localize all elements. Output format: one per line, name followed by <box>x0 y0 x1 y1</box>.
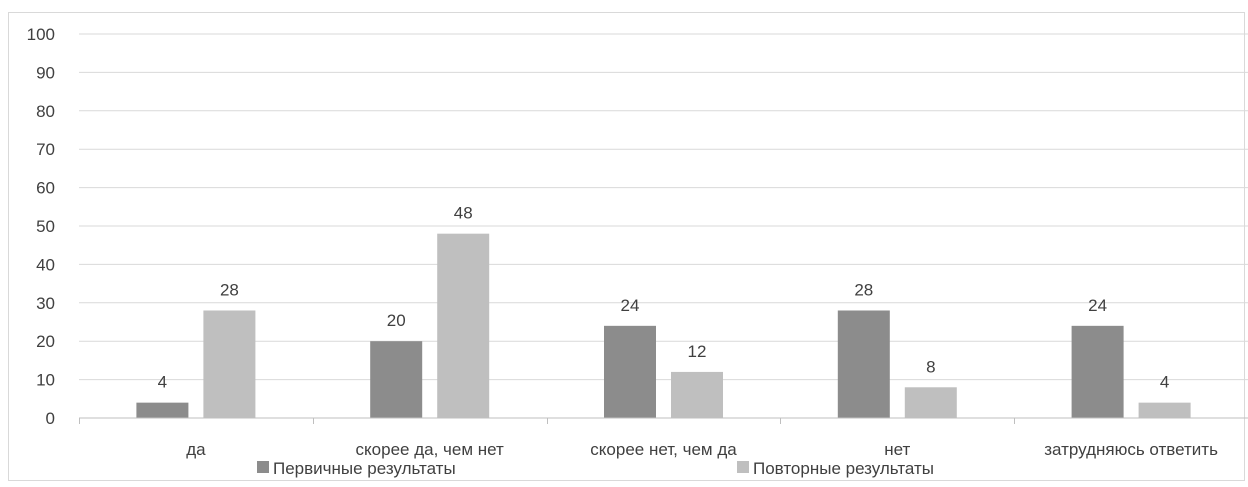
bar <box>1138 402 1191 418</box>
data-label: 28 <box>220 280 239 299</box>
y-tick-label: 60 <box>36 179 55 198</box>
bar <box>837 310 890 418</box>
x-category-label: скорее нет, чем да <box>590 440 737 459</box>
bars <box>136 233 1191 418</box>
bar <box>203 310 256 418</box>
bar <box>437 233 490 418</box>
x-category-label: скорее да, чем нет <box>356 440 504 459</box>
legend-swatch <box>257 461 269 473</box>
x-category-label: нет <box>884 440 910 459</box>
bar <box>136 402 189 418</box>
bar <box>370 341 423 418</box>
data-label: 24 <box>1088 296 1107 315</box>
legend-swatch <box>737 461 749 473</box>
data-label: 24 <box>621 296 640 315</box>
bar <box>671 371 723 418</box>
y-tick-label: 40 <box>36 255 55 274</box>
y-tick-label: 90 <box>36 63 55 82</box>
data-label: 4 <box>158 373 167 392</box>
gridlines <box>79 33 1248 381</box>
y-tick-label: 10 <box>36 371 55 390</box>
data-label: 8 <box>926 357 935 376</box>
legend-label: Первичные результаты <box>273 459 456 478</box>
y-tick-label: 100 <box>27 25 55 44</box>
data-label: 48 <box>454 204 473 223</box>
bar <box>1071 325 1124 418</box>
chart-border <box>8 12 1245 481</box>
x-axis-categories: да скорее да, чем нет скорее нет, чем да не… <box>186 440 1218 459</box>
x-category-label: затрудняюсь ответить <box>1044 440 1218 459</box>
y-tick-label: 50 <box>36 217 55 236</box>
legend: Первичные результаты Повторные результаты <box>257 459 934 478</box>
y-tick-label: 70 <box>36 140 55 159</box>
y-tick-label: 30 <box>36 294 55 313</box>
bar <box>904 387 957 418</box>
data-label: 20 <box>387 311 406 330</box>
legend-label: Повторные результаты <box>753 459 934 478</box>
y-tick-label: 0 <box>46 409 55 428</box>
bar <box>604 325 656 418</box>
data-label: 4 <box>1160 373 1169 392</box>
y-tick-label: 20 <box>36 332 55 351</box>
x-category-label: да <box>186 440 206 459</box>
data-label: 28 <box>854 280 873 299</box>
data-label: 12 <box>688 342 707 361</box>
y-axis-ticks: 0 10 20 30 40 50 60 70 80 90 100 <box>27 25 55 428</box>
y-tick-label: 80 <box>36 102 55 121</box>
data-labels: 4 28 20 48 24 12 28 8 24 4 <box>158 204 1170 392</box>
x-axis <box>79 417 1248 424</box>
